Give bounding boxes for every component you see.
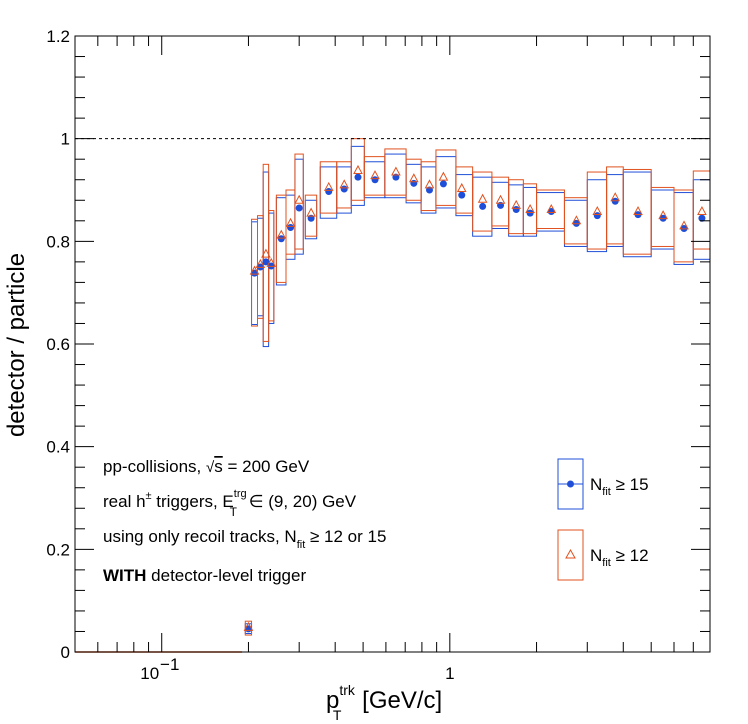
data-point-nfit12 xyxy=(424,179,435,189)
data-point-nfit15 xyxy=(526,209,534,217)
legend-marker-nfit12 xyxy=(565,548,576,559)
y-tick-label: 0.8 xyxy=(46,232,70,251)
annotation-line-3: using only recoil tracks, Nfit ≥ 12 or 1… xyxy=(103,527,386,551)
data-point-nfit12 xyxy=(276,229,287,239)
data-point-nfit12 xyxy=(610,192,621,202)
data-point-nfit15 xyxy=(371,176,379,184)
legend-label-nfit15: Nfit ≥ 15 xyxy=(590,475,649,498)
data-point-nfit15 xyxy=(410,179,418,187)
data-point-nfit12 xyxy=(477,193,488,203)
legend-swatch-nfit12 xyxy=(557,529,584,581)
data-point-nfit12 xyxy=(370,170,380,180)
data-point-nfit12 xyxy=(339,179,350,189)
data-point-nfit12 xyxy=(306,207,316,217)
data-point-nfit15 xyxy=(458,191,466,199)
error-box-nfit12 xyxy=(304,194,318,237)
data-point-nfit12 xyxy=(438,171,449,181)
x-tick-label: 10 xyxy=(140,664,159,683)
data-point-nfit15 xyxy=(340,185,348,193)
annotation-block: pp-collisions, √s = 200 GeV real h± trig… xyxy=(103,457,386,585)
data-point-nfit15 xyxy=(611,197,619,205)
data-point-nfit12 xyxy=(679,220,689,230)
data-point-nfit12 xyxy=(658,210,668,220)
y-tick-label: 0.4 xyxy=(46,438,70,457)
x-tick-label: 1 xyxy=(445,664,454,683)
chart-axes: 0 0.2 0.4 0.6 0.8 1 1.2 10 −1 1 xyxy=(46,27,711,683)
data-point-nfit15 xyxy=(354,173,362,181)
chart-marks xyxy=(75,138,711,653)
y-tick-label: 0 xyxy=(61,643,70,662)
data-point-nfit15 xyxy=(512,206,520,214)
y-tick-label: 0.6 xyxy=(46,335,70,354)
data-point-nfit15 xyxy=(262,258,270,266)
data-point-nfit12 xyxy=(261,248,271,258)
data-point-nfit12 xyxy=(511,199,522,209)
data-point-nfit12 xyxy=(525,203,535,214)
data-point-nfit12 xyxy=(255,258,266,268)
data-point-nfit12 xyxy=(697,205,707,216)
data-point-nfit12 xyxy=(391,166,401,176)
data-point-nfit12 xyxy=(571,215,582,225)
data-point-nfit12 xyxy=(266,257,277,267)
legend-entry-nfit15: Nfit ≥ 15 xyxy=(557,458,649,510)
legend: Nfit ≥ 15 Nfit ≥ 12 xyxy=(557,458,649,581)
annotation-line-1: pp-collisions, √s = 200 GeV xyxy=(103,457,310,476)
x-axis-title: ptrk T [GeV/c] xyxy=(326,682,442,723)
data-point-nfit12 xyxy=(294,194,305,204)
legend-label-nfit12: Nfit ≥ 12 xyxy=(590,546,649,569)
data-point-nfit12 xyxy=(495,194,506,204)
data-point-nfit12 xyxy=(249,265,260,275)
data-point-nfit12 xyxy=(285,217,296,227)
data-point-nfit12 xyxy=(243,621,254,631)
legend-marker-nfit15 xyxy=(567,480,574,488)
data-point-nfit15 xyxy=(287,223,295,231)
y-tick-label: 0.2 xyxy=(46,540,70,559)
y-tick-label: 1.2 xyxy=(46,27,70,46)
data-point-nfit12 xyxy=(546,203,557,214)
data-point-nfit15 xyxy=(593,212,601,220)
data-point-nfit12 xyxy=(456,182,467,192)
x-tick-label-exponent: −1 xyxy=(160,655,179,674)
legend-entry-nfit12: Nfit ≥ 12 xyxy=(557,529,649,581)
y-axis-title: detector / particle xyxy=(3,253,30,437)
data-point-nfit15 xyxy=(325,188,333,196)
data-point-nfit15 xyxy=(698,214,706,222)
data-point-nfit12 xyxy=(633,205,643,216)
data-point-nfit15 xyxy=(547,208,555,216)
data-point-nfit15 xyxy=(479,202,487,210)
data-point-nfit12 xyxy=(353,164,363,174)
data-point-nfit15 xyxy=(251,269,259,277)
data-point-nfit15 xyxy=(439,180,447,188)
data-point-nfit15 xyxy=(277,235,285,243)
data-point-nfit15 xyxy=(295,204,303,212)
data-point-nfit12 xyxy=(592,205,603,216)
error-box-nfit12 xyxy=(294,153,304,250)
data-point-nfit12 xyxy=(408,173,419,183)
annotation-line-2: real h± triggers, Etrg T ∈ (9, 20) GeV xyxy=(103,488,357,519)
y-tick-label: 1 xyxy=(61,130,70,149)
data-point-nfit12 xyxy=(323,181,334,191)
annotation-line-4: WITH detector-level trigger xyxy=(103,566,306,585)
